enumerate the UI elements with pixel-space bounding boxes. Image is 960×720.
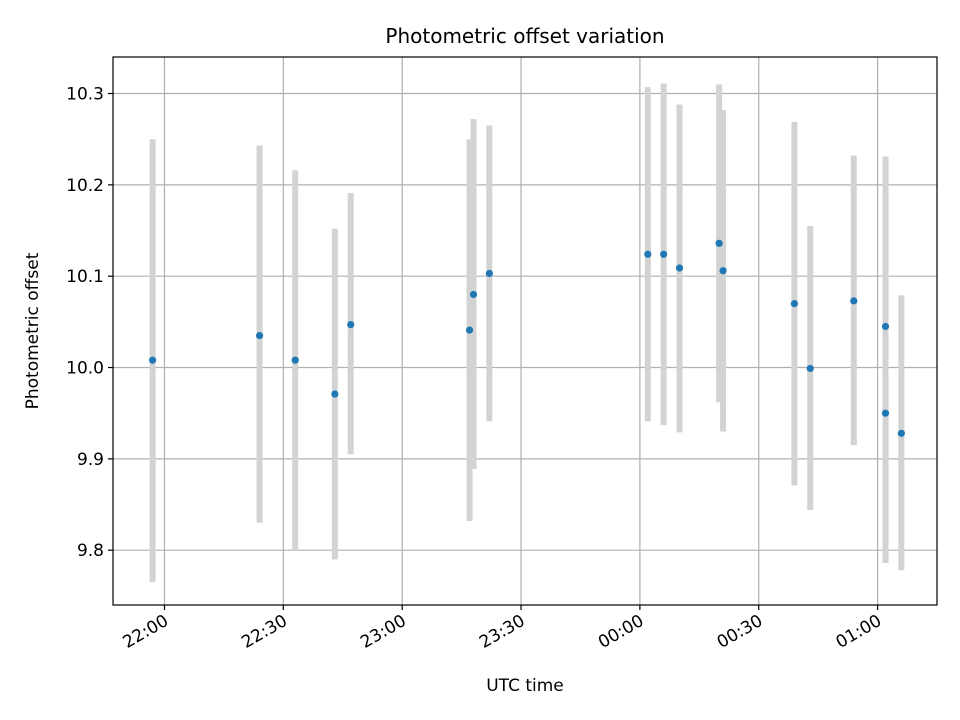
data-point [881, 409, 890, 417]
data-point [331, 390, 339, 398]
data-point [850, 297, 858, 305]
data-point [644, 250, 652, 258]
y-tick-label: 10.2 [66, 176, 104, 196]
data-point [485, 269, 493, 278]
y-axis-ticks: 9.8 9.9 10.0 10.1 10.2 10.3 [66, 85, 113, 561]
data-point [719, 267, 727, 275]
x-tick-label: 23:30 [476, 611, 528, 653]
x-tick-label: 00:00 [595, 611, 647, 653]
x-axis-label: UTC time [486, 676, 564, 696]
data-point [465, 326, 474, 334]
y-tick-label: 10.1 [66, 267, 104, 287]
x-tick-label: 22:30 [238, 611, 290, 653]
x-tick-label: 01:00 [833, 611, 885, 653]
x-axis-ticks: 22:00 22:30 23:00 23:30 00:00 00:30 01:00 [120, 605, 885, 653]
data-points [149, 239, 905, 437]
data-point [291, 356, 299, 364]
data-point [660, 250, 668, 258]
y-tick-label: 10.3 [66, 85, 104, 105]
y-tick-label: 9.8 [77, 541, 104, 561]
data-point [897, 429, 905, 437]
data-point [881, 322, 890, 331]
data-point [790, 300, 798, 308]
data-point [347, 321, 355, 329]
y-axis-label: Photometric offset [23, 252, 43, 409]
x-tick-label: 22:00 [120, 611, 172, 653]
error-bars [149, 83, 905, 583]
data-point [469, 290, 478, 299]
y-tick-label: 9.9 [77, 450, 104, 470]
data-point [715, 239, 723, 247]
chart-title: Photometric offset variation [385, 24, 664, 48]
x-grid [163, 57, 879, 605]
data-point [806, 364, 814, 373]
y-grid [113, 92, 937, 551]
data-point [149, 356, 157, 364]
y-tick-label: 10.0 [66, 359, 104, 379]
data-point [675, 264, 684, 272]
x-tick-label: 00:30 [714, 611, 766, 653]
plot-frame [112, 56, 938, 606]
x-tick-label: 23:00 [357, 611, 409, 653]
data-point [255, 331, 264, 340]
